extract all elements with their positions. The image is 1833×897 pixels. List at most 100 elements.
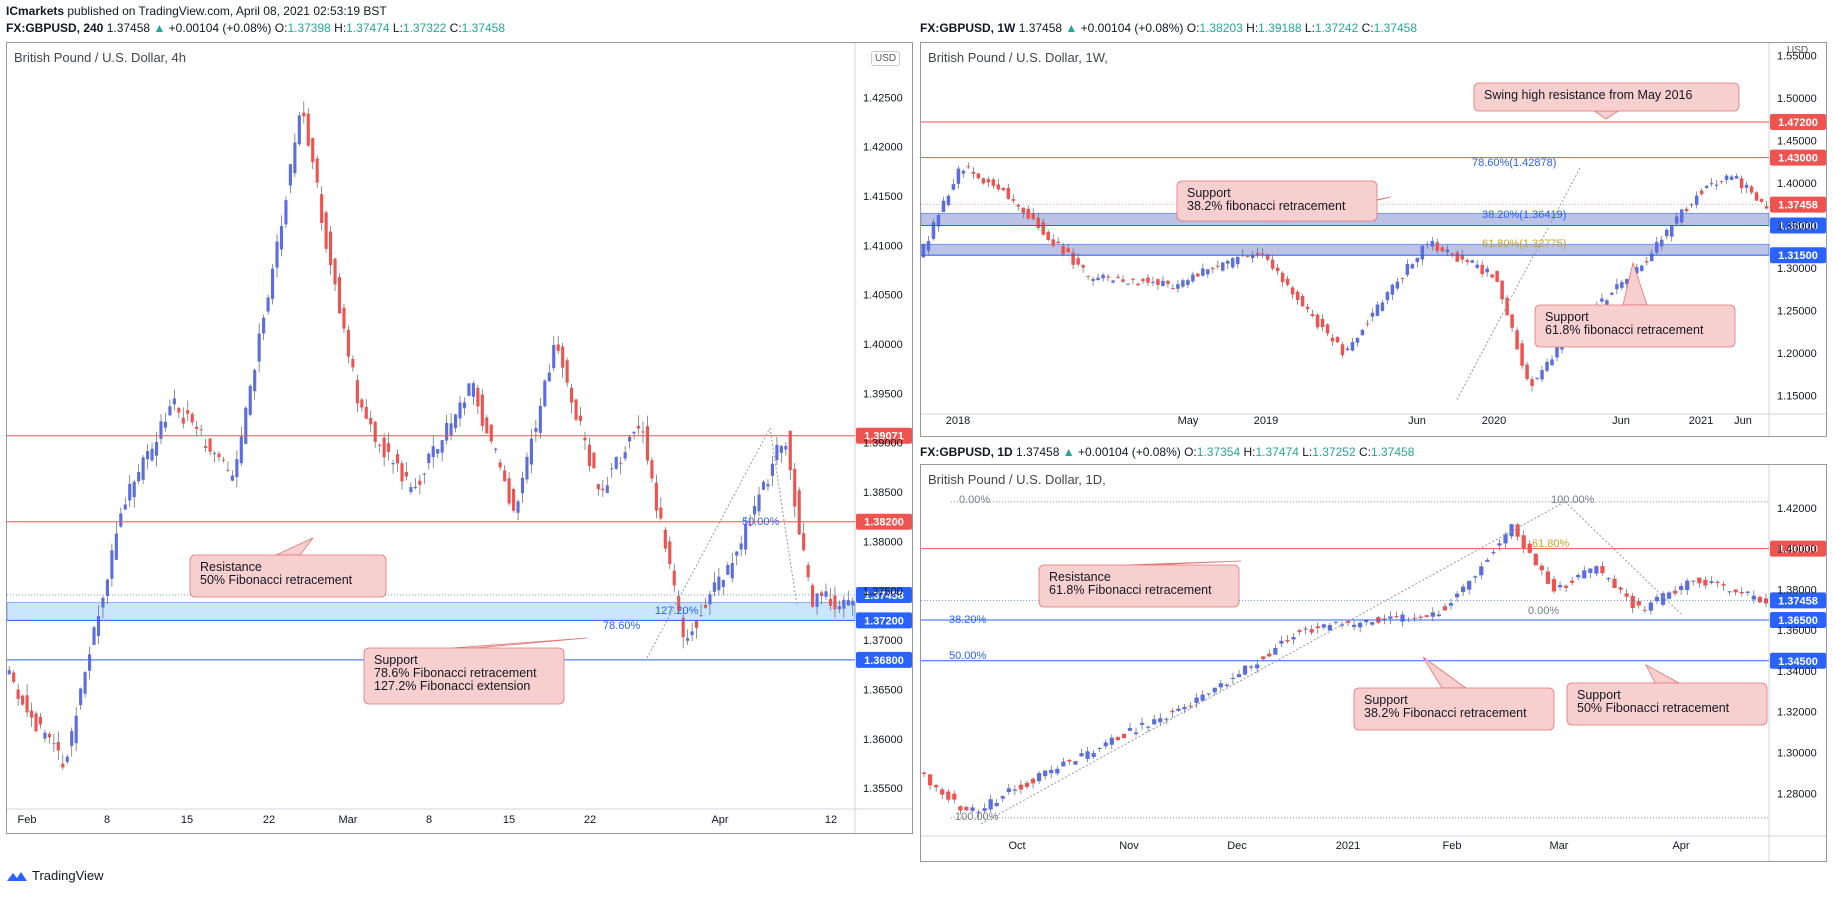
candle-body: [302, 112, 306, 117]
candle-body: [489, 424, 493, 442]
candle-body: [1430, 612, 1435, 617]
candle-body: [1176, 708, 1181, 711]
chart-daily-svg[interactable]: 1.400001.365001.345001.374581.420001.400…: [921, 465, 1827, 862]
candle-body: [1076, 258, 1080, 265]
callout-pointer: [1645, 664, 1680, 684]
candle-body: [1699, 190, 1704, 195]
candle-body: [1285, 639, 1290, 642]
up-arrow-icon: ▲: [1062, 445, 1075, 459]
x-tick-label: 8: [104, 814, 110, 826]
candle-body: [1056, 241, 1060, 244]
candle-body: [1729, 176, 1734, 180]
callout-text: Resistance: [1049, 570, 1111, 584]
tradingview-brand[interactable]: TradingView: [6, 868, 104, 883]
candle-body: [1739, 591, 1744, 594]
candle-body: [1510, 314, 1514, 328]
callout-text: 61.8% Fibonacci retracement: [1049, 583, 1212, 597]
candle-body: [574, 399, 578, 420]
candle-body: [1055, 768, 1060, 774]
candle-body: [529, 438, 533, 465]
candle-body: [83, 672, 87, 694]
candle-body: [1360, 329, 1365, 336]
candle-body: [1158, 718, 1163, 723]
candle-body: [195, 426, 199, 429]
candle-body: [1031, 213, 1035, 219]
x-tick-label: 22: [263, 814, 275, 826]
ohlc-label: H:: [334, 21, 347, 35]
candle-body: [753, 506, 757, 515]
candle-body: [494, 448, 498, 450]
candle-body: [168, 406, 172, 416]
ohlc-label: H:: [1243, 445, 1256, 459]
candle-body: [467, 383, 471, 396]
candle-body: [1103, 742, 1108, 747]
candle-body: [458, 402, 462, 419]
candle-body: [1505, 297, 1509, 316]
candle-body: [1520, 343, 1524, 366]
candle-body: [1211, 267, 1215, 270]
candle-body: [833, 595, 837, 610]
candle-body: [1024, 782, 1030, 787]
candle-body: [1335, 336, 1340, 343]
ohlc-label: L:: [1304, 21, 1315, 35]
candle-body: [1066, 248, 1070, 253]
candle-body: [1181, 280, 1185, 287]
x-tick-label: Feb: [1443, 840, 1462, 852]
candle-body: [480, 394, 484, 427]
candle-body: [1170, 710, 1175, 713]
fib-level-label: 127.20%: [655, 605, 699, 617]
candle-body: [235, 459, 239, 478]
callout-box: [1353, 687, 1555, 731]
y-tick-label: 1.30000: [1777, 263, 1817, 275]
candle-body: [1101, 274, 1105, 279]
last-price-label-bg: [1770, 592, 1826, 609]
fib-level-label: 61.80%(1.32775): [1482, 238, 1566, 250]
last-price-label: 1.37458: [864, 590, 904, 602]
ohlc-label: L:: [392, 21, 403, 35]
x-tick-label: 15: [181, 814, 193, 826]
candle-body: [275, 241, 279, 268]
candle-body: [445, 422, 449, 441]
candle-body: [1106, 276, 1110, 278]
candle-body: [1497, 543, 1502, 546]
fib-level-label: 50.00%: [742, 516, 780, 528]
y-tick-label: 1.42500: [863, 92, 903, 104]
candle-body: [1594, 566, 1599, 574]
candle-body: [1309, 629, 1314, 633]
candle-body: [1021, 207, 1026, 214]
author-name[interactable]: ICmarkets: [6, 4, 65, 18]
y-tick-label: 1.36500: [863, 684, 903, 696]
candle-body: [793, 468, 797, 507]
symbol-line-weekly: FX:GBPUSD, 1W 1.37458 ▲ +0.00104 (+0.08%…: [920, 21, 1417, 35]
ohlc-value: 1.37458: [461, 21, 506, 35]
candle-body: [1480, 264, 1484, 275]
candle-body: [221, 459, 226, 461]
candle-body: [1425, 244, 1430, 246]
currency-badge[interactable]: USD: [871, 51, 901, 66]
chart-panel-daily[interactable]: 1.40000 1.36500 1.34500 1.37458 1.42000 1.400…: [920, 464, 1827, 862]
candle-body: [1739, 178, 1744, 189]
callout-pointer: [1126, 560, 1242, 566]
chart-panel-4h[interactable]: 1.39071 1.38200 1.37200 1.36800 1.37458 1.425…: [6, 42, 913, 834]
candle-body: [1751, 595, 1756, 600]
y-tick-label: 1.41500: [863, 191, 903, 203]
callout-box: [189, 554, 387, 598]
candle-body: [1267, 653, 1272, 657]
candle-body: [976, 173, 981, 179]
candle-body: [971, 171, 976, 174]
candle-body: [1721, 584, 1726, 586]
fib-level-label: 38.20%: [949, 614, 987, 626]
callout-text: 78.6% Fibonacci retracement: [374, 666, 537, 680]
chart-4h-svg[interactable]: 1.39071 1.38200 1.37200 1.36800 1.37458 1.425…: [7, 43, 913, 834]
chart-weekly-svg[interactable]: 1.47200 1.43000 1.35000 1.31500 1.37458 1.550…: [921, 43, 1827, 437]
last-price-label: 1.37458: [1778, 595, 1818, 607]
x-tick-label: Mar: [339, 814, 358, 826]
candle-body: [1455, 252, 1459, 262]
chart-panel-weekly[interactable]: 1.47200 1.43000 1.35000 1.31500 1.37458 1.550…: [920, 42, 1827, 437]
candle-body: [1250, 255, 1255, 259]
candle-body: [1310, 313, 1315, 317]
candle-body: [1248, 666, 1254, 668]
candle-body: [1221, 262, 1225, 271]
candle-body: [1012, 789, 1018, 791]
candle-body: [413, 486, 417, 489]
